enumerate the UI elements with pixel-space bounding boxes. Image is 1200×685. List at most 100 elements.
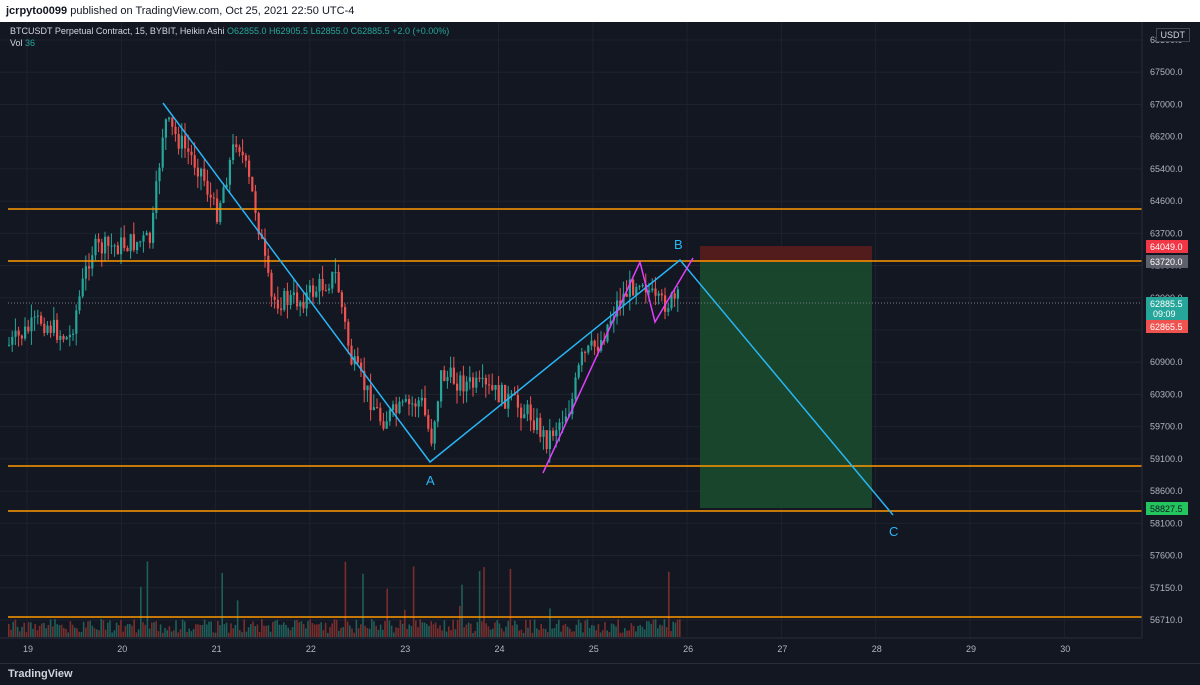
- volume-bar: [263, 625, 265, 637]
- volume-bar: [624, 628, 626, 637]
- author-name[interactable]: jcrpyto0099: [6, 5, 68, 17]
- volume-bar: [679, 619, 681, 637]
- candle-body: [676, 289, 679, 299]
- volume-bar: [456, 620, 459, 637]
- candle-body: [88, 266, 91, 269]
- volume-bar: [549, 608, 551, 637]
- candle-body: [113, 245, 116, 247]
- wave-label-b: B: [674, 237, 683, 252]
- volume-bar: [65, 628, 67, 637]
- candle-body: [78, 296, 81, 311]
- time-axis[interactable]: 19 20 21 22 23 24 25 26 27 28 29 30: [23, 644, 1070, 654]
- candle-body: [196, 167, 199, 177]
- candle-body: [529, 404, 532, 421]
- candle-body: [555, 430, 558, 436]
- volume-bar: [151, 622, 153, 637]
- candle-body: [248, 160, 251, 177]
- volume-bar: [584, 620, 586, 637]
- candle-body: [308, 285, 311, 293]
- candle-body: [14, 330, 17, 337]
- volume-bar: [586, 619, 589, 637]
- volume-bar: [547, 632, 549, 637]
- price-chart[interactable]: A B C 68500.067500.067000.066200.065400.…: [0, 22, 1200, 663]
- candle-body: [452, 367, 455, 384]
- volume-bar: [415, 620, 417, 637]
- price-tick-label: 63700.0: [1150, 228, 1183, 238]
- volume-bar: [663, 619, 666, 637]
- ohlc-close: C62885.5: [350, 26, 390, 36]
- candle-body: [366, 385, 369, 391]
- candle-body: [395, 404, 398, 414]
- candle-body: [577, 365, 580, 378]
- volume-label[interactable]: Vol: [10, 38, 23, 48]
- symbol-title[interactable]: BTCUSDT Perpetual Contract, 15, BYBIT, H…: [10, 26, 225, 36]
- candle-body: [136, 242, 139, 251]
- volume-bar: [236, 600, 239, 637]
- currency-badge[interactable]: USDT: [1155, 28, 1190, 42]
- volume-bar: [467, 622, 470, 637]
- volume-bar: [219, 625, 221, 637]
- candle-body: [49, 325, 52, 333]
- channel-path[interactable]: [542, 257, 694, 474]
- volume-bar: [8, 623, 10, 637]
- volume-bar: [60, 624, 63, 637]
- candle-body: [536, 417, 539, 430]
- volume-bar: [311, 622, 314, 637]
- volume-bar: [217, 620, 219, 637]
- volume-bar: [291, 627, 294, 637]
- volume-bar: [247, 627, 250, 637]
- time-tick-label: 22: [306, 644, 316, 654]
- candle-body: [532, 420, 535, 430]
- volume-bar: [606, 630, 608, 637]
- volume-bar: [527, 627, 529, 637]
- candle-body: [398, 401, 401, 414]
- volume-bar: [179, 629, 182, 637]
- volume-bar: [401, 623, 404, 637]
- candle-body: [334, 272, 337, 274]
- tradingview-logo[interactable]: TradingView: [8, 668, 73, 680]
- volume-bar: [285, 624, 287, 637]
- stop-zone[interactable]: [700, 246, 872, 262]
- volume-bar: [118, 625, 120, 637]
- volume-bar: [115, 622, 118, 637]
- volume-bar: [302, 623, 305, 637]
- candle-body: [168, 117, 171, 120]
- candle-body: [657, 293, 660, 296]
- volume-bar: [423, 622, 426, 637]
- volume-bar: [267, 625, 270, 637]
- candle-body: [193, 155, 196, 168]
- profit-zone[interactable]: [700, 262, 872, 508]
- volume-bar: [397, 627, 399, 637]
- candle-body: [510, 393, 513, 395]
- time-tick-label: 21: [212, 644, 222, 654]
- candle-body: [331, 272, 334, 289]
- volume-bar: [487, 626, 490, 637]
- candle-body: [430, 428, 433, 444]
- volume-bar: [628, 630, 630, 637]
- volume-bar: [107, 622, 109, 637]
- volume-bar: [441, 630, 443, 637]
- candle-body: [56, 319, 59, 340]
- volume-bar: [404, 609, 406, 637]
- volume-bar: [580, 622, 582, 637]
- volume-bar: [54, 619, 56, 637]
- volume-bar: [459, 605, 461, 637]
- volume-bar: [294, 620, 296, 637]
- volume-bar: [591, 625, 593, 637]
- volume-bar: [566, 626, 569, 637]
- candle-body: [8, 344, 11, 346]
- volume-bar: [124, 625, 127, 637]
- candle-body: [324, 290, 327, 292]
- ohlc-low: L62855.0: [310, 26, 349, 36]
- volume-bar: [593, 625, 595, 637]
- volume-bar: [670, 631, 672, 637]
- candle-body: [302, 301, 305, 309]
- volume-bar: [674, 622, 677, 637]
- candle-body: [548, 430, 551, 450]
- candle-body: [561, 422, 564, 424]
- volume-bar: [619, 632, 622, 637]
- wave-path[interactable]: [162, 102, 894, 516]
- volume-bar: [474, 631, 476, 637]
- volume-bar: [428, 625, 430, 637]
- volume-bar: [283, 622, 285, 637]
